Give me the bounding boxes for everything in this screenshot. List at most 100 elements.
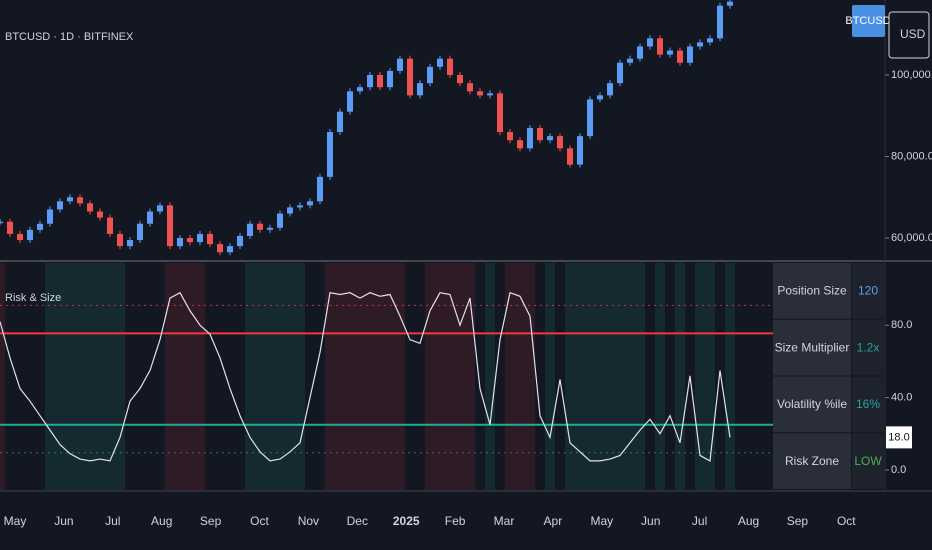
y-tick-label: 0.0 bbox=[891, 464, 906, 476]
zone-shade bbox=[565, 263, 575, 490]
table-value-cell bbox=[852, 319, 884, 376]
candle bbox=[427, 66, 433, 84]
candle bbox=[557, 136, 563, 149]
zone-shade bbox=[625, 263, 635, 490]
candle bbox=[707, 38, 713, 43]
candle bbox=[677, 50, 683, 63]
candle bbox=[417, 83, 423, 96]
zone-shade bbox=[45, 263, 55, 490]
zone-shade bbox=[105, 263, 115, 490]
zone-shade bbox=[365, 263, 375, 490]
candle bbox=[47, 209, 53, 224]
table-value-cell bbox=[852, 376, 884, 433]
table-label: Position Size bbox=[777, 284, 847, 298]
zone-shade bbox=[505, 263, 515, 490]
candle bbox=[217, 244, 223, 253]
zone-shade bbox=[675, 263, 685, 490]
x-tick-label: Mar bbox=[494, 514, 515, 528]
candle bbox=[117, 233, 123, 247]
candle bbox=[147, 211, 153, 224]
zone-shade bbox=[325, 263, 335, 490]
candle bbox=[237, 235, 243, 247]
candle bbox=[527, 127, 533, 149]
candle bbox=[17, 233, 23, 241]
zone-shade bbox=[655, 263, 665, 490]
candle bbox=[687, 46, 693, 63]
candle bbox=[547, 136, 553, 141]
y-tick-label: 100,000.0 bbox=[891, 69, 932, 81]
zone-shade bbox=[295, 263, 305, 490]
table-label: Size Multiplier bbox=[775, 340, 850, 354]
candle bbox=[317, 176, 323, 202]
y-tick-label: 60,000.0 bbox=[891, 232, 932, 244]
zone-shade bbox=[615, 263, 625, 490]
candle bbox=[327, 132, 333, 177]
zone-shade bbox=[605, 263, 615, 490]
candle bbox=[587, 99, 593, 137]
last-value-label: 18.0 bbox=[888, 431, 909, 443]
zone-shade bbox=[425, 263, 435, 490]
candle bbox=[337, 111, 343, 133]
table-label-cell bbox=[773, 376, 851, 433]
candle bbox=[167, 205, 173, 247]
x-tick-label: Aug bbox=[151, 514, 172, 528]
symbol-title: BTCUSD · 1D · BITFINEX bbox=[5, 31, 134, 43]
last-price-tag-label: BTCUSD bbox=[845, 15, 890, 27]
table-label-cell bbox=[773, 263, 851, 319]
zone-shade bbox=[335, 263, 345, 490]
candle bbox=[247, 223, 253, 236]
zone-shade bbox=[395, 263, 405, 490]
candle bbox=[537, 127, 543, 141]
candle bbox=[647, 38, 653, 47]
x-tick-label: Jul bbox=[692, 514, 707, 528]
candle bbox=[307, 201, 313, 206]
zone-shade bbox=[355, 263, 365, 490]
candle bbox=[697, 42, 703, 47]
zone-shade bbox=[545, 263, 555, 490]
zone-shade bbox=[525, 263, 535, 490]
candle bbox=[177, 237, 183, 247]
x-tick-label: Nov bbox=[298, 514, 319, 528]
zone-shade bbox=[75, 263, 85, 490]
zone-shade bbox=[255, 263, 265, 490]
zone-shade bbox=[375, 263, 385, 490]
candle bbox=[407, 58, 413, 96]
candle bbox=[0, 221, 3, 224]
zone-shade bbox=[245, 263, 255, 490]
candle bbox=[477, 91, 483, 96]
zone-shade bbox=[85, 263, 95, 490]
candle bbox=[717, 5, 723, 39]
candle bbox=[387, 70, 393, 88]
candle bbox=[567, 148, 573, 165]
currency-label[interactable]: USD bbox=[900, 27, 926, 41]
candle bbox=[607, 83, 613, 96]
candle bbox=[67, 197, 73, 202]
x-tick-label: May bbox=[590, 514, 613, 528]
last-value-tag bbox=[886, 426, 912, 449]
candle bbox=[437, 58, 443, 67]
zone-shade bbox=[455, 263, 465, 490]
zone-shade bbox=[175, 263, 185, 490]
zone-shade bbox=[95, 263, 105, 490]
indicator-title: Risk & Size bbox=[5, 292, 61, 304]
candle bbox=[137, 223, 143, 241]
candle bbox=[157, 205, 163, 212]
zone-shade bbox=[285, 263, 295, 490]
candle bbox=[287, 207, 293, 214]
indicator-line bbox=[0, 291, 731, 462]
zone-shade bbox=[195, 263, 205, 490]
candle bbox=[467, 83, 473, 92]
candle bbox=[207, 233, 213, 245]
candle bbox=[97, 211, 103, 218]
candle bbox=[627, 58, 633, 63]
candle bbox=[657, 38, 663, 55]
zone-shade bbox=[0, 263, 5, 490]
y-tick-label: 80.0 bbox=[891, 319, 912, 331]
zone-shade bbox=[515, 263, 525, 490]
candle bbox=[277, 213, 283, 228]
candle bbox=[367, 74, 373, 88]
x-tick-label: Aug bbox=[738, 514, 759, 528]
currency-button[interactable] bbox=[888, 11, 930, 59]
candle bbox=[37, 223, 43, 230]
x-tick-label: 2025 bbox=[393, 514, 420, 528]
